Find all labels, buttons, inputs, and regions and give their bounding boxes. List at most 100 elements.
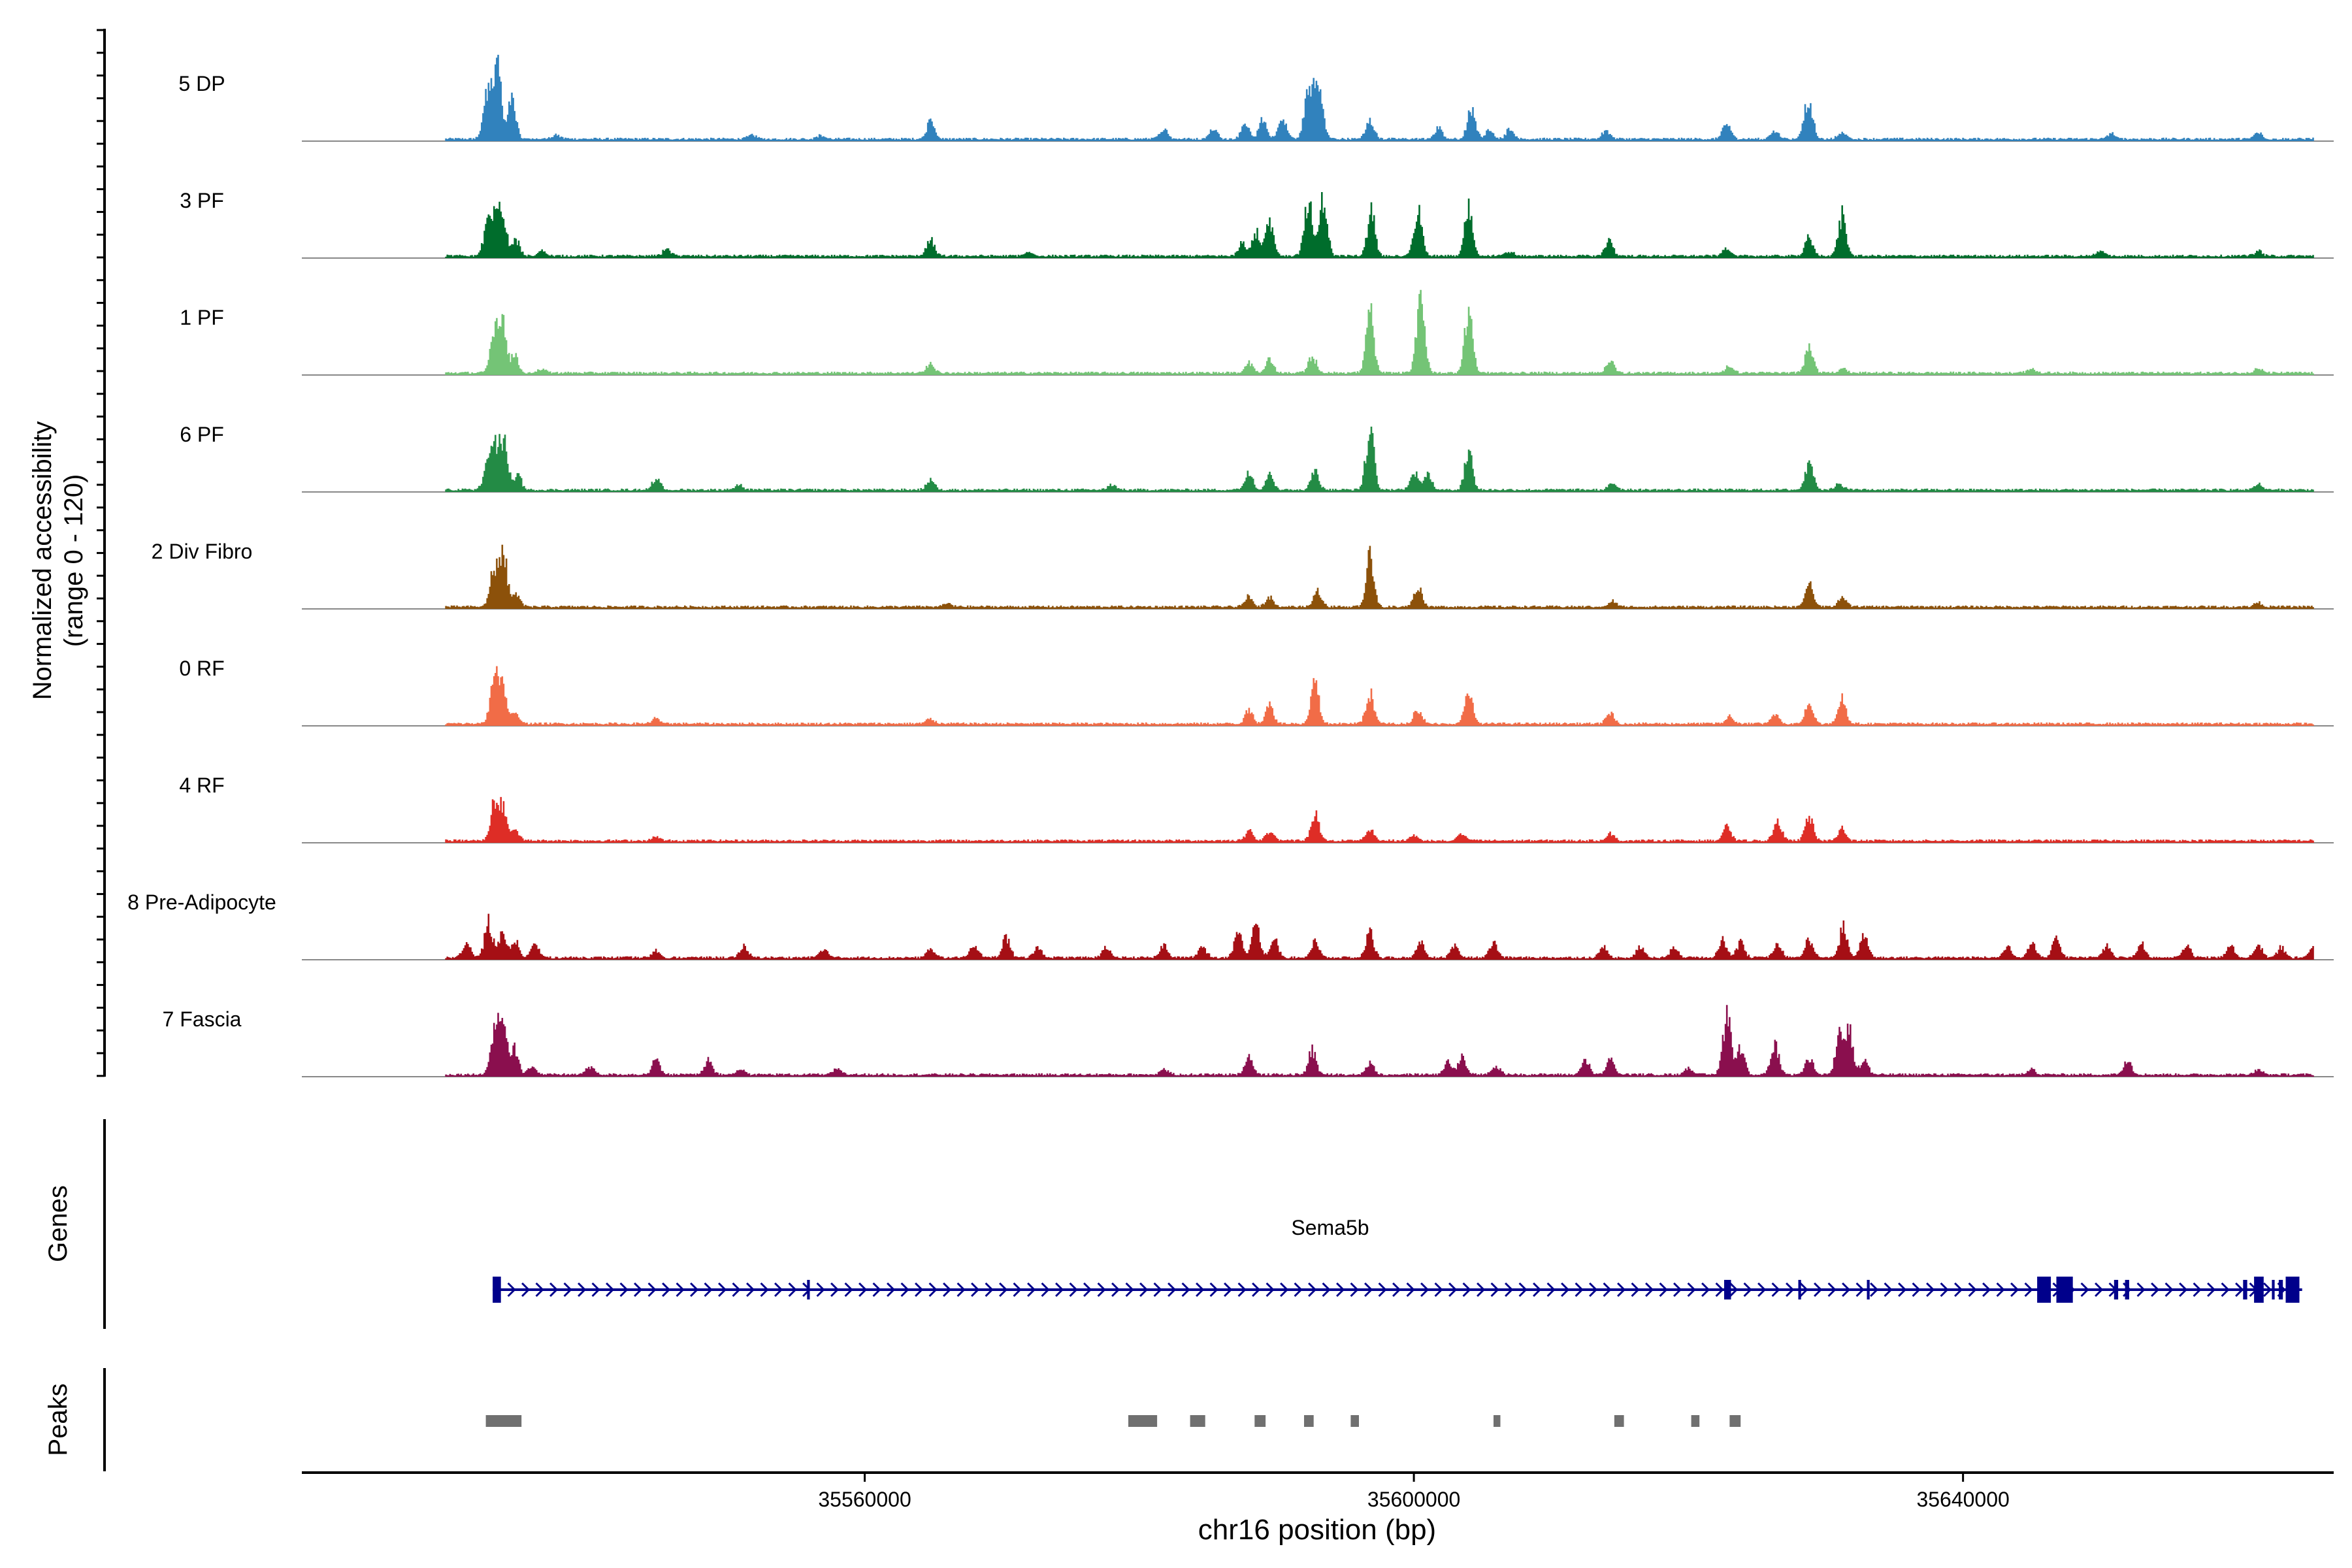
track-signal [445, 54, 2314, 141]
strand-arrow [900, 1282, 909, 1298]
strand-arrow [647, 1282, 657, 1298]
strand-arrow [971, 1282, 980, 1298]
track-5: 2 Div Fibro [152, 540, 2334, 610]
strand-arrow [1561, 1282, 1570, 1298]
strand-arrow [1533, 1282, 1542, 1298]
peak-block [1190, 1415, 1205, 1427]
strand-arrow [1364, 1282, 1373, 1298]
strand-arrow [1462, 1282, 1471, 1298]
peak-block [1494, 1415, 1501, 1427]
strand-arrow [1448, 1282, 1458, 1298]
peak-block [1614, 1415, 1624, 1427]
strand-arrow [928, 1282, 938, 1298]
track-8: 8 Pre-Adipocyte [127, 890, 2334, 960]
track-label: 6 PF [180, 423, 224, 446]
strand-arrow [2193, 1282, 2202, 1298]
track-9: 7 Fascia [163, 1005, 2334, 1077]
peak-block [1128, 1415, 1158, 1427]
strand-arrow [1631, 1282, 1640, 1298]
strand-arrow [1181, 1282, 1190, 1298]
peak-block [1729, 1415, 1741, 1427]
strand-arrow [1153, 1282, 1162, 1298]
strand-arrow [591, 1282, 600, 1298]
strand-arrow [1490, 1282, 1499, 1298]
strand-arrow [1111, 1282, 1120, 1298]
strand-arrow [956, 1282, 966, 1298]
strand-arrow [1701, 1282, 1710, 1298]
strand-arrow [2151, 1282, 2160, 1298]
strand-arrow [1589, 1282, 1598, 1298]
strand-arrow [1940, 1282, 1949, 1298]
strand-arrow [1518, 1282, 1527, 1298]
strand-arrow [1420, 1282, 1429, 1298]
strand-arrow [1912, 1282, 1921, 1298]
gene-model-sema5b [493, 1277, 2302, 1303]
strand-arrow [915, 1282, 924, 1298]
strand-arrow [1055, 1282, 1064, 1298]
strand-arrow [1757, 1282, 1767, 1298]
strand-arrow [1996, 1282, 2005, 1298]
strand-arrow [1252, 1282, 1261, 1298]
strand-arrow [606, 1282, 615, 1298]
strand-arrow [1687, 1282, 1696, 1298]
strand-arrow [2024, 1282, 2033, 1298]
peak-block [1304, 1415, 1314, 1427]
gene-exon [2285, 1277, 2300, 1303]
strand-arrow [1224, 1282, 1233, 1298]
strand-arrow [1069, 1282, 1078, 1298]
strand-arrow [1209, 1282, 1218, 1298]
strand-arrow [1926, 1282, 1935, 1298]
gene-label: Sema5b [1291, 1216, 1369, 1239]
track-signal [445, 796, 2314, 843]
gene-exon [2254, 1277, 2264, 1303]
strand-arrow [1898, 1282, 1907, 1298]
strand-arrow [1855, 1282, 1865, 1298]
strand-arrow [1814, 1282, 1823, 1298]
strand-arrow [1280, 1282, 1289, 1298]
strand-arrow [1322, 1282, 1331, 1298]
strand-arrow [732, 1282, 741, 1298]
strand-arrow [2235, 1282, 2244, 1298]
track-signal [445, 1005, 2314, 1077]
strand-arrow [662, 1282, 671, 1298]
strand-arrow [1715, 1282, 1724, 1298]
strand-arrow [2136, 1282, 2146, 1298]
track-label: 1 PF [180, 306, 224, 329]
strand-arrow [1083, 1282, 1092, 1298]
strand-arrow [816, 1282, 825, 1298]
strand-arrow [2221, 1282, 2230, 1298]
strand-arrow [690, 1282, 699, 1298]
strand-arrow [1434, 1282, 1443, 1298]
gene-exon [2125, 1280, 2129, 1299]
strand-arrow [1743, 1282, 1752, 1298]
strand-arrow [872, 1282, 881, 1298]
peak-block [1254, 1415, 1266, 1427]
strand-arrow [1870, 1282, 1879, 1298]
strand-arrow [1168, 1282, 1177, 1298]
track-4: 6 PF [180, 423, 2334, 493]
strand-arrow [1954, 1282, 1963, 1298]
coverage-y-axis-title-line1: Normalized accessibility [28, 421, 57, 700]
strand-arrow [1027, 1282, 1036, 1298]
strand-arrow [1603, 1282, 1612, 1298]
strand-arrow [746, 1282, 755, 1298]
gene-exon [2243, 1280, 2247, 1299]
x-tick-label: 35560000 [818, 1488, 911, 1511]
track-signal [445, 666, 2314, 726]
strand-arrow [521, 1282, 531, 1298]
track-label: 0 RF [179, 657, 224, 680]
strand-arrow [1786, 1282, 1795, 1298]
strand-arrow [1406, 1282, 1415, 1298]
strand-arrow [507, 1282, 516, 1298]
strand-arrow [999, 1282, 1008, 1298]
strand-arrow [1827, 1282, 1837, 1298]
strand-arrow [985, 1282, 994, 1298]
strand-arrow [1013, 1282, 1022, 1298]
strand-arrow [1097, 1282, 1106, 1298]
gene-exon [1724, 1280, 1731, 1299]
gene-exon [807, 1280, 810, 1299]
strand-arrow [704, 1282, 713, 1298]
strand-arrow [844, 1282, 853, 1298]
x-axis-title: chr16 position (bp) [1198, 1514, 1436, 1546]
strand-arrow [718, 1282, 727, 1298]
